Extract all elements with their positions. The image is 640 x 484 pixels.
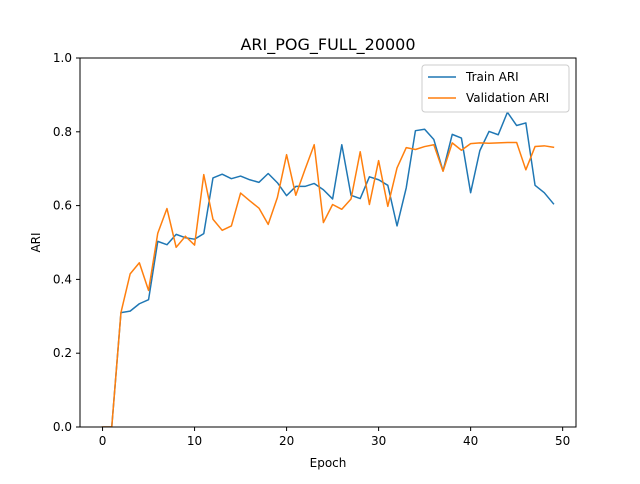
x-tick-label: 30 (371, 434, 386, 448)
y-tick-label: 0.4 (53, 272, 72, 286)
legend: Train ARI Validation ARI (421, 64, 570, 113)
series-line-validation (101, 141, 555, 427)
x-tick-label: 10 (187, 434, 202, 448)
x-tick-label: 40 (463, 434, 478, 448)
chart-title: ARI_POG_FULL_20000 (240, 35, 415, 55)
x-tick-label: 0 (99, 434, 107, 448)
y-tick-label: 0.6 (53, 199, 72, 213)
x-tick-label: 20 (279, 434, 294, 448)
x-tick-label: 50 (555, 434, 570, 448)
plot-frame (79, 57, 577, 428)
y-axis-label: ARI (29, 232, 43, 252)
y-tick-label: 0.8 (53, 125, 72, 139)
legend-label: Train ARI (465, 70, 519, 84)
x-axis-label: Epoch (310, 456, 347, 470)
y-tick-label: 0.2 (53, 346, 72, 360)
y-tick-label: 0.0 (53, 420, 72, 434)
series-line-train (101, 111, 555, 427)
y-tick-label: 1.0 (53, 51, 72, 65)
legend-label: Validation ARI (466, 91, 549, 105)
legend-box (421, 64, 570, 113)
